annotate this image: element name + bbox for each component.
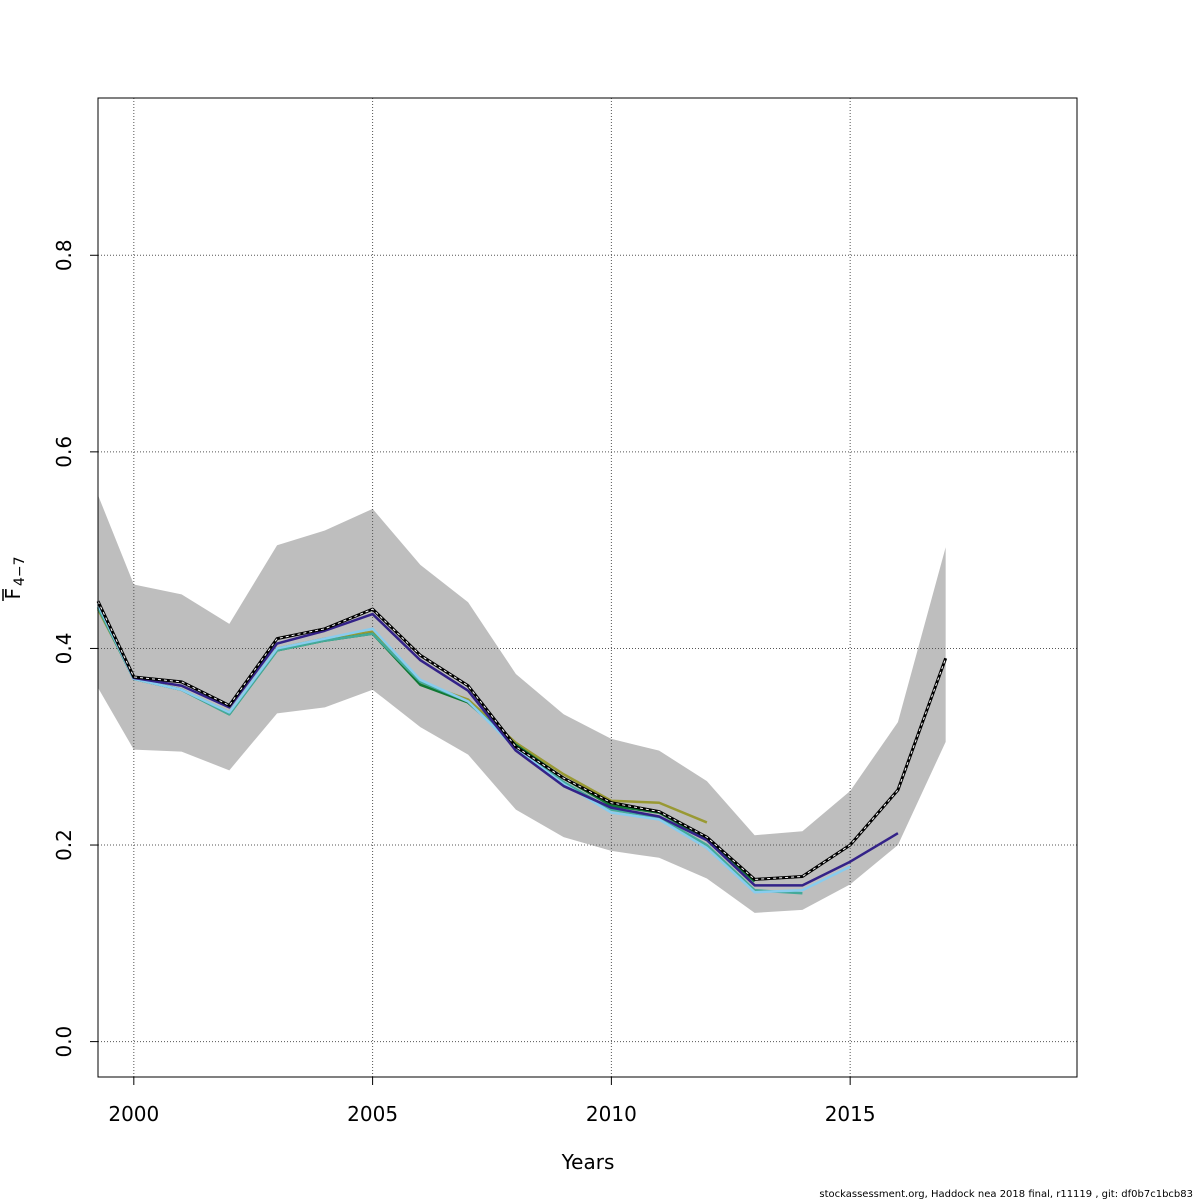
x-tick-label-2015: 2015 [825,1102,876,1126]
grid-layer [98,98,1077,1077]
plot-frame [97,97,1078,1078]
confidence-band-layer [98,495,946,913]
y-tick-label-0: 0.0 [52,1026,76,1058]
y-axis-title: F 4−7 [1,556,28,601]
confidence-band [98,495,946,913]
x-tick-label-2000: 2000 [108,1102,159,1126]
x-tick-label-2010: 2010 [586,1102,637,1126]
y-tick-label-1: 0.2 [52,829,76,861]
series-layer [96,600,948,895]
footer-credit: stockassessment.org, Haddock nea 2018 fi… [819,1189,1193,1200]
x-tick-label-2005: 2005 [347,1102,398,1126]
y-axis-title-subscript: 4−7 [12,556,28,586]
series-line-2017-under [96,600,948,881]
y-axis-title-main: F [1,588,25,600]
x-axis-title: Years [561,1150,615,1174]
series-line-2016 [96,600,899,887]
y-tick-label-2: 0.4 [52,633,76,665]
y-tick-label-4: 0.8 [52,239,76,271]
y-axis: 0.0 0.2 0.4 0.6 0.8 [52,239,98,1058]
y-tick-label-3: 0.6 [52,436,76,468]
x-axis: 2000 2005 2010 2015 [108,1077,876,1126]
series-line-2015 [96,603,851,894]
